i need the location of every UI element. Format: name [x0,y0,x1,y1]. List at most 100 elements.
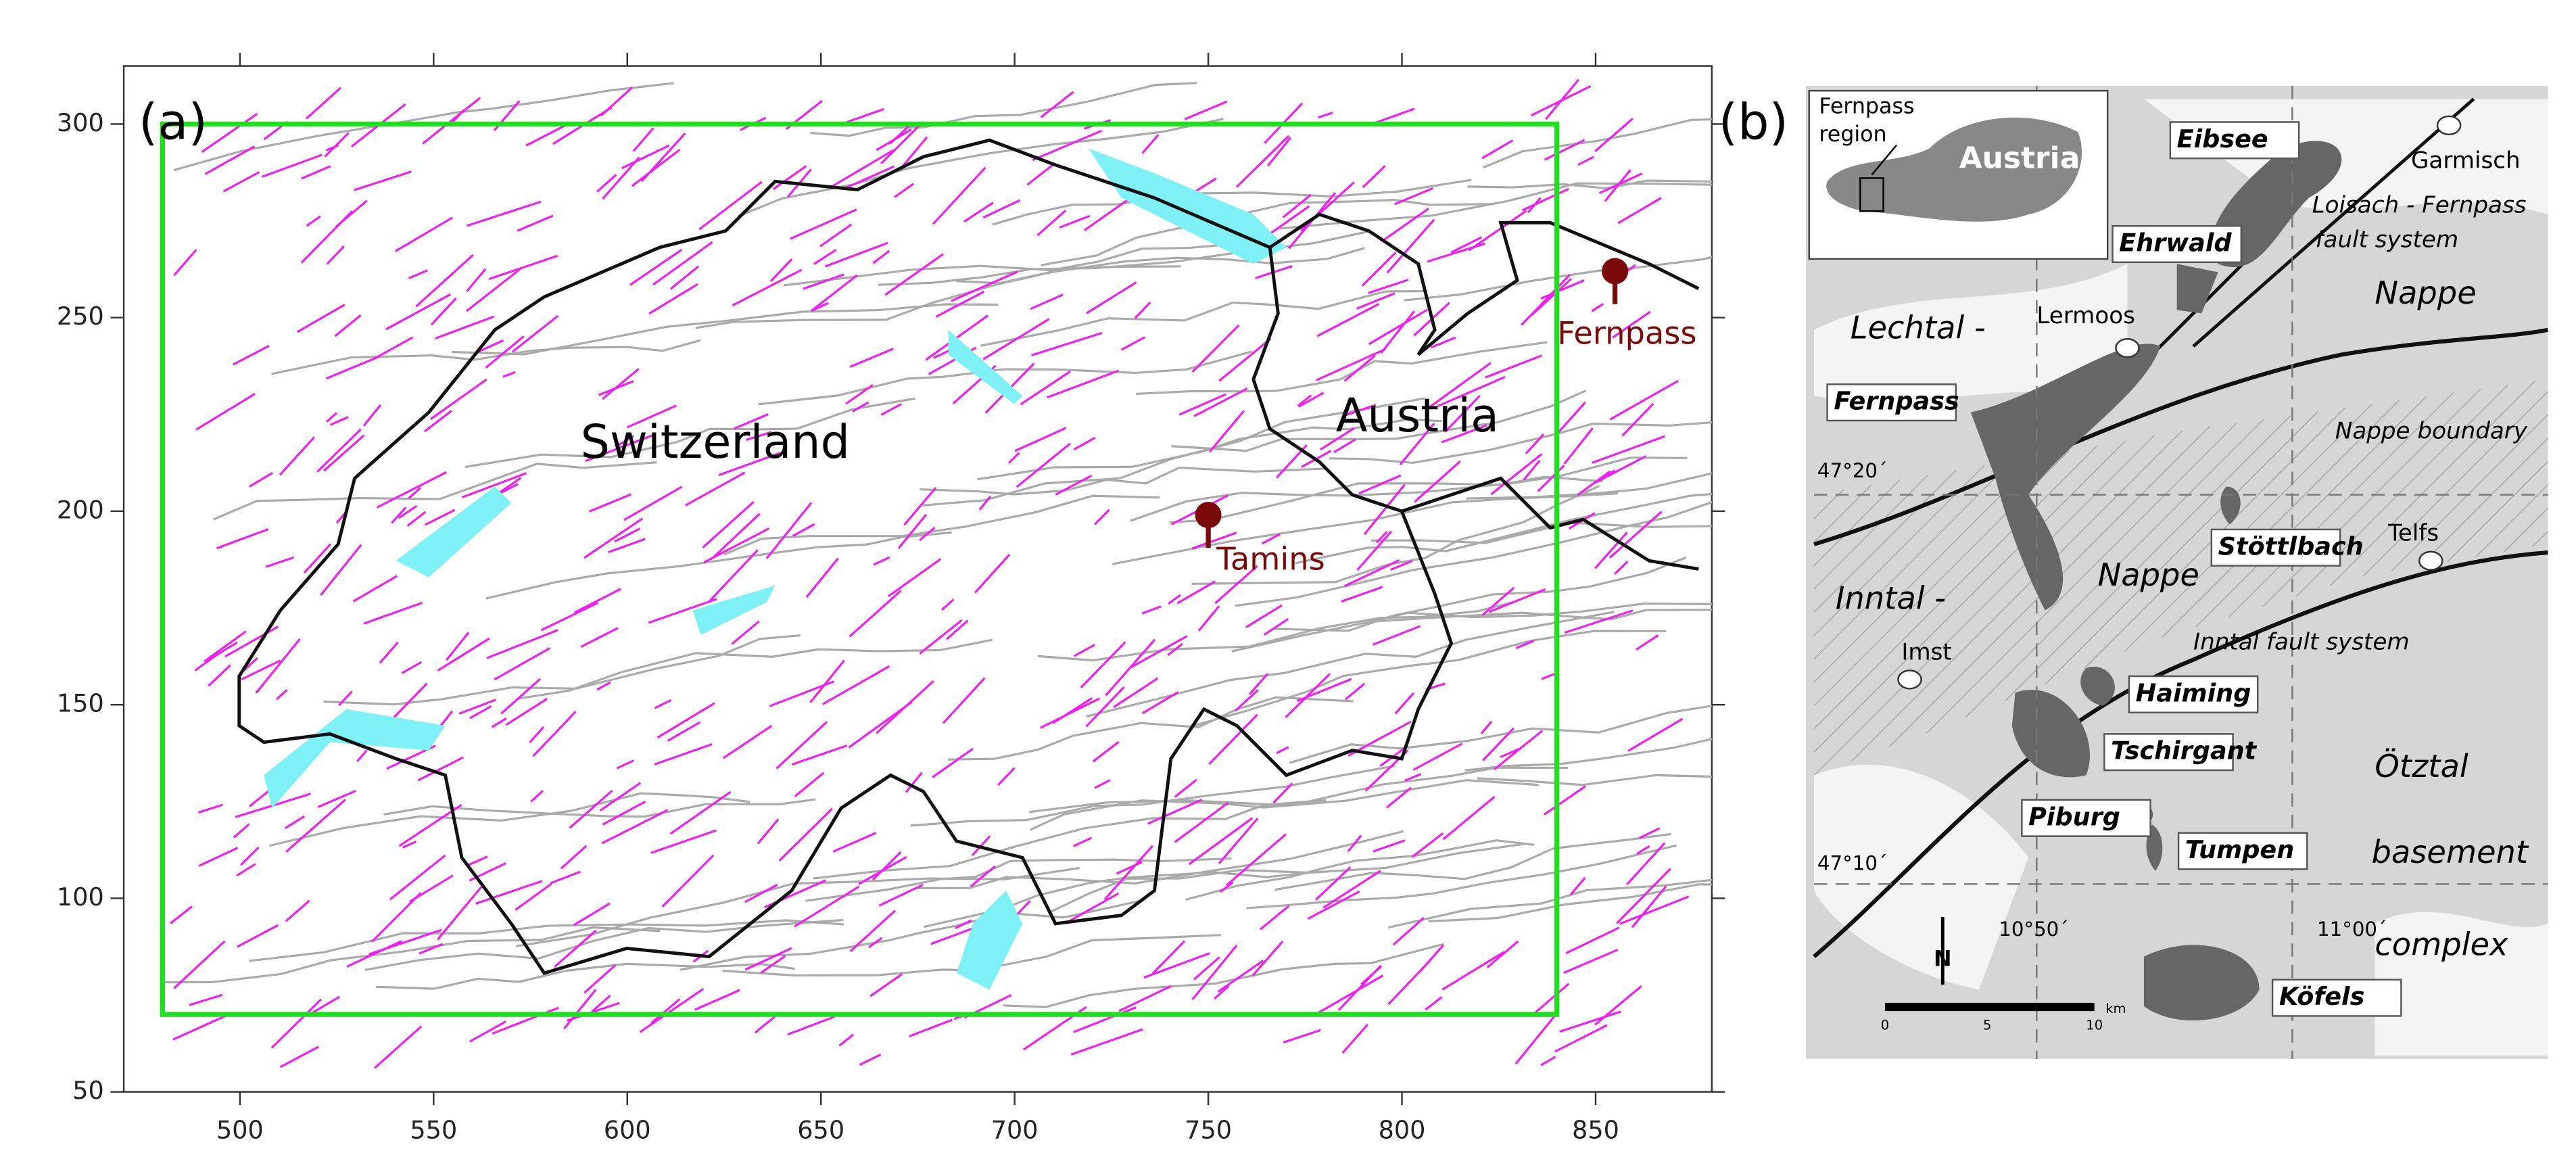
unit-label: fault system [2316,227,2459,254]
fault-segment [1113,677,1159,709]
fault-segment [652,241,713,286]
fault-segment [530,790,544,803]
fault-segment [1612,310,1651,339]
panel-label: (b) [1719,93,1789,151]
scale-label: 0 [1881,1018,1889,1033]
y-tick-label: 100 [57,882,104,912]
fault-segment [1356,530,1393,571]
fault-segment [236,863,256,877]
fault-segment [1167,643,1183,657]
fault-segment [596,681,611,691]
fault-segment [667,721,701,742]
fault-segment [602,156,640,200]
fault-segment [1500,747,1520,759]
fault-segment [316,428,362,473]
fault-segment [805,557,839,598]
fault-segment [1072,1006,1137,1033]
fault-segment [754,1016,776,1034]
country-label: Switzerland [581,416,850,469]
fault-segment [406,511,427,527]
fault-segment [842,165,895,191]
fault-segment [765,502,813,559]
site-box [1826,383,1957,422]
fault-segment [1030,293,1064,310]
fault-segment [1070,1028,1143,1056]
fault-segment [1178,393,1226,416]
geology-line [915,830,1404,890]
fault-segment [1193,387,1248,417]
fault-segment [1191,532,1237,550]
fault-segment [173,940,226,989]
fault-segment [502,371,516,378]
fault-segment [237,924,279,948]
fault-segment [772,165,807,191]
fault-segment [450,109,465,124]
fault-segment [878,884,924,907]
fault-segment [1541,672,1556,680]
fault-segment [614,527,641,543]
fault-segment [583,517,644,559]
site-box [2177,832,2308,870]
fault-segment [932,166,986,225]
fault-segment [626,404,677,429]
fault-segment [249,471,273,488]
site-name: Tschirgant [2111,736,2258,765]
fault-segment [1636,634,1659,651]
fault-segment [734,413,769,430]
fault-segment [951,270,1018,302]
fault-segment [1120,336,1145,351]
fault-segment [402,841,417,849]
site-box [2103,733,2234,772]
fault-segment [1188,817,1254,866]
site-label: Fernpass [1557,315,1696,352]
fault-segment [255,638,301,694]
fault-segment [325,355,380,380]
fault-segment [222,171,260,193]
fault-segment [1316,348,1386,381]
geology-line [249,919,844,962]
x-tick-label: 600 [604,1116,651,1145]
fault-segment [574,588,621,614]
fault-segment [1052,697,1093,724]
geology-line [164,926,661,984]
fault-segment [899,136,928,170]
site-name: Eibsee [2177,124,2268,154]
geology-line [1387,878,1712,929]
fault-segment [1234,689,1259,712]
fault-segment [408,269,429,279]
geology-line [213,461,657,521]
fault-segment [437,637,490,672]
fault-segment [1530,85,1592,117]
fault-segment [1282,193,1312,218]
fault-segment [224,625,279,658]
fault-segment [389,854,446,901]
fault-segment [1118,985,1172,1012]
geology-line [737,118,1224,218]
fault-segment [1322,870,1381,909]
fault-segment [1235,135,1290,188]
fault-segment [1358,474,1402,495]
fault-segment [1482,727,1514,761]
fault-segment [1214,565,1258,605]
fault-segment [1225,833,1287,887]
unit-label: complex [2375,926,2508,963]
fault-segment [216,528,269,550]
fault-segment [1105,638,1156,696]
fault-segment [880,121,924,165]
fault-segment [884,253,944,296]
fault-segment [1480,720,1493,734]
fault-segment [1343,354,1376,382]
x-tick-label: 700 [991,1116,1039,1145]
fault-segment [1521,187,1569,212]
fault-segment [422,97,481,145]
fault-segment [1040,91,1074,118]
fault-segment [326,245,345,265]
fault-segment [1341,586,1383,603]
fault-segment [601,809,669,845]
fault-segment [317,790,356,809]
geology-line [1193,630,1667,727]
fault-segment [1261,533,1281,545]
geology-line [1086,611,1615,718]
fault-segment [326,412,338,423]
unit-label: Loisach - Fernpass [2312,191,2527,218]
